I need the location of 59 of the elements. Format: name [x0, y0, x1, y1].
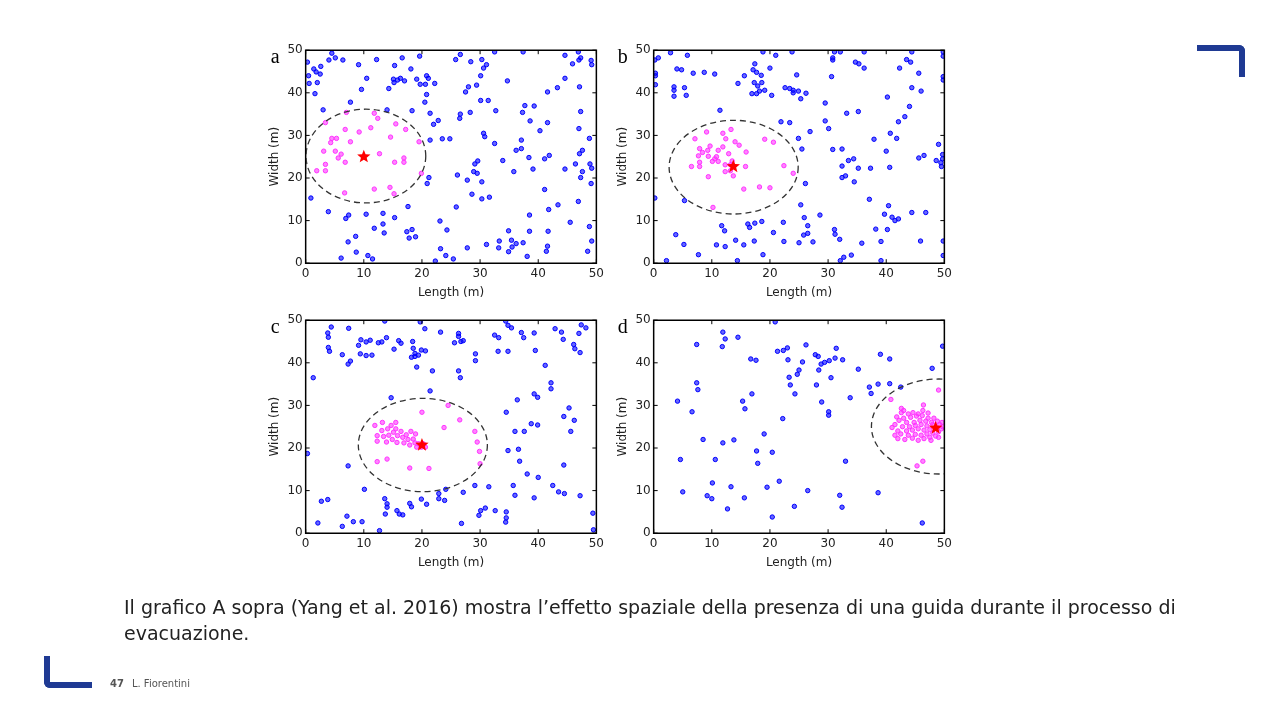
y-tick-label: 0	[295, 525, 303, 540]
y-tick-label: 50	[635, 42, 651, 57]
y-tick-label: 40	[635, 84, 651, 99]
x-axis-title: Length (m)	[765, 554, 833, 569]
y-tick-label: 10	[635, 482, 651, 497]
y-tick-label: 30	[287, 127, 303, 142]
x-tick-label: 40	[530, 265, 546, 280]
x-tick-label: 40	[530, 535, 546, 550]
y-axis-title: Width (m)	[615, 126, 630, 187]
y-tick-label: 40	[635, 354, 651, 369]
text: 47	[110, 678, 124, 689]
chart-title: a	[270, 45, 280, 68]
y-tick-label: 50	[635, 312, 651, 327]
x-tick-label: 50	[588, 535, 605, 550]
y-tick-label: 40	[287, 84, 303, 99]
x-tick-label: 20	[414, 535, 430, 550]
y-tick-label: 20	[635, 170, 651, 185]
x-tick-label: 10	[704, 265, 720, 280]
y-tick-label: 30	[635, 397, 651, 412]
y-axis-title: Width (m)	[615, 396, 630, 457]
x-axis-title: Length (m)	[417, 284, 485, 299]
x-tick-label: 30	[472, 265, 488, 280]
x-tick-label: 20	[762, 265, 778, 280]
chart-title: d	[617, 315, 628, 338]
y-tick-label: 50	[287, 42, 303, 57]
y-axis-title: Width (m)	[267, 126, 282, 187]
x-tick-label: 20	[414, 265, 430, 280]
chart-title: b	[617, 45, 628, 68]
x-tick-label: 10	[356, 265, 372, 280]
text: Il grafico A sopra (Yang et al. 2016) mostra l’effetto spaziale della presenza di una guida durante il processo di evacuazione.	[124, 596, 1176, 644]
y-axis-title: Width (m)	[267, 396, 282, 457]
x-axis-title: Length (m)	[417, 554, 485, 569]
x-tick-label: 40	[878, 265, 894, 280]
x-tick-label: 50	[936, 535, 953, 550]
y-tick-label: 30	[635, 127, 651, 142]
y-tick-label: 50	[287, 312, 303, 327]
x-tick-label: 50	[588, 265, 605, 280]
x-tick-label: 30	[820, 535, 836, 550]
x-tick-label: 20	[762, 535, 778, 550]
chart-title: c	[270, 315, 280, 338]
y-tick-label: 20	[635, 440, 651, 455]
x-tick-label: 10	[356, 535, 372, 550]
y-tick-label: 10	[635, 212, 651, 227]
text: L. Fiorentini	[131, 678, 190, 689]
y-tick-label: 40	[287, 354, 303, 369]
y-tick-label: 20	[287, 170, 303, 185]
x-tick-label: 10	[704, 535, 720, 550]
y-tick-label: 10	[287, 482, 303, 497]
y-tick-label: 10	[287, 212, 303, 227]
x-tick-label: 50	[936, 265, 953, 280]
x-tick-label: 30	[472, 535, 488, 550]
x-axis-title: Length (m)	[765, 284, 833, 299]
x-tick-label: 40	[878, 535, 894, 550]
y-tick-label: 0	[295, 255, 303, 270]
x-tick-label: 30	[820, 265, 836, 280]
y-tick-label: 0	[643, 255, 651, 270]
y-tick-label: 0	[643, 525, 651, 540]
y-tick-label: 30	[287, 397, 303, 412]
y-tick-label: 20	[287, 440, 303, 455]
